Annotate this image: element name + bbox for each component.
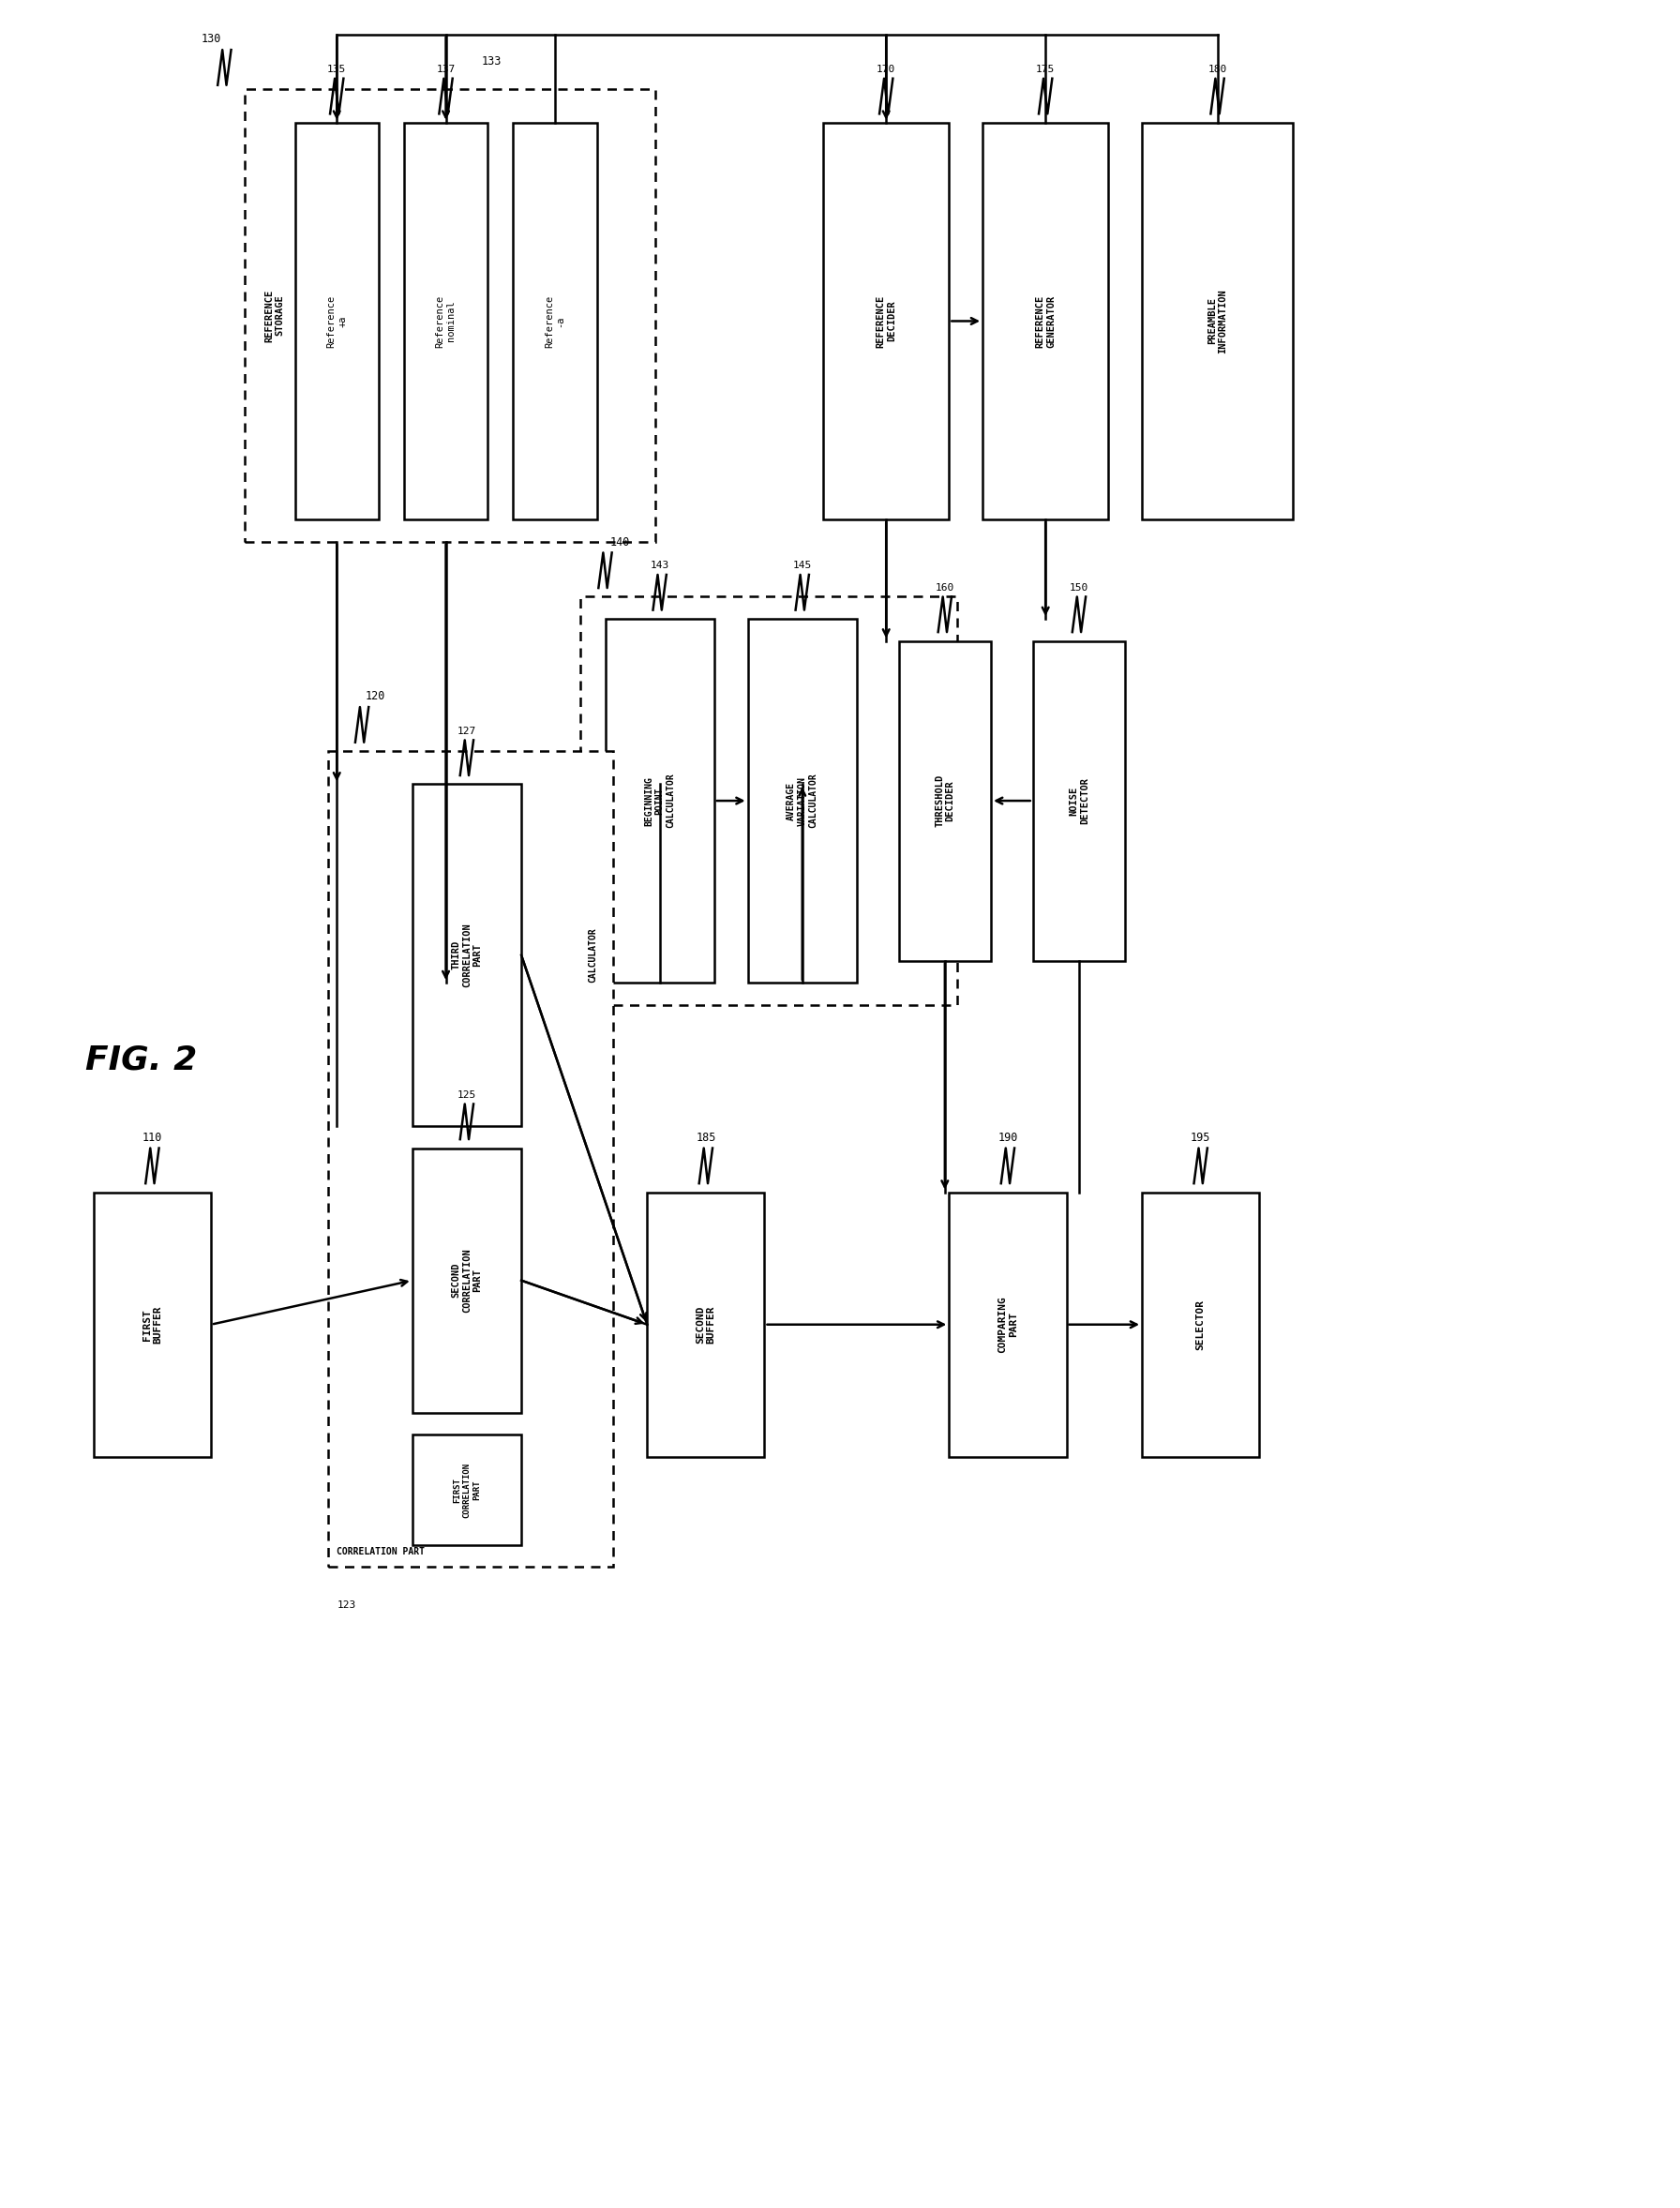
Text: 195: 195 (1191, 1130, 1211, 1144)
Bar (647, 1192, 764, 1457)
Text: 120: 120 (365, 691, 385, 702)
Text: 125: 125 (457, 1091, 475, 1100)
Bar (580, 596, 958, 1005)
Bar (748, 618, 857, 983)
Bar (296, 124, 378, 519)
Bar (1033, 640, 1126, 960)
Text: FIG. 2: FIG. 2 (86, 1044, 197, 1075)
Text: 143: 143 (650, 561, 669, 570)
Text: THIRD
CORRELATION
PART: THIRD CORRELATION PART (452, 923, 482, 987)
Bar (512, 124, 596, 519)
Text: 185: 185 (696, 1130, 716, 1144)
Text: CORRELATION PART: CORRELATION PART (336, 1548, 425, 1557)
Text: SECOND
BUFFER: SECOND BUFFER (696, 1305, 716, 1342)
Text: 190: 190 (998, 1130, 1018, 1144)
Text: REFERENCE
STORAGE: REFERENCE STORAGE (264, 289, 286, 342)
Bar (823, 124, 949, 519)
Text: 150: 150 (1070, 583, 1089, 592)
Text: 160: 160 (936, 583, 954, 592)
Text: REFERENCE
DECIDER: REFERENCE DECIDER (875, 294, 895, 347)
Text: 133: 133 (480, 55, 501, 68)
Text: 140: 140 (610, 537, 630, 548)
Text: 135: 135 (328, 64, 346, 75)
Text: COMPARING
PART: COMPARING PART (998, 1296, 1018, 1354)
Text: AVERAGE
VARIATION
CALCULATOR: AVERAGE VARIATION CALCULATOR (786, 773, 818, 828)
Bar (245, 91, 655, 541)
Bar (1142, 124, 1294, 519)
Text: 180: 180 (1208, 64, 1226, 75)
Text: 170: 170 (877, 64, 895, 75)
Text: 175: 175 (1037, 64, 1055, 75)
Text: Reference
nominal: Reference nominal (435, 294, 455, 347)
Bar (949, 1192, 1067, 1457)
Text: CALCULATOR: CALCULATOR (588, 927, 598, 983)
Text: 137: 137 (437, 64, 455, 75)
Text: FIRST
BUFFER: FIRST BUFFER (143, 1305, 163, 1342)
Bar (605, 618, 714, 983)
Bar (328, 751, 613, 1568)
Bar (899, 640, 991, 960)
Text: 145: 145 (793, 561, 811, 570)
Text: NOISE
DETECTOR: NOISE DETECTOR (1068, 777, 1089, 824)
Text: PREAMBLE
INFORMATION: PREAMBLE INFORMATION (1208, 289, 1228, 353)
Text: 123: 123 (336, 1601, 356, 1610)
Bar (94, 1192, 212, 1457)
Bar (403, 124, 487, 519)
Text: FIRST
CORRELATION
PART: FIRST CORRELATION PART (454, 1462, 480, 1517)
Bar (412, 1148, 521, 1413)
Text: BEGINNING
POINT
CALCULATOR: BEGINNING POINT CALCULATOR (643, 773, 675, 828)
Bar (983, 124, 1109, 519)
Text: 110: 110 (143, 1130, 163, 1144)
Text: REFERENCE
GENERATOR: REFERENCE GENERATOR (1035, 294, 1055, 347)
Text: Reference
+a: Reference +a (326, 294, 346, 347)
Text: 130: 130 (202, 33, 222, 46)
Bar (412, 784, 521, 1126)
Text: 127: 127 (457, 726, 475, 735)
Text: SECOND
CORRELATION
PART: SECOND CORRELATION PART (452, 1248, 482, 1314)
Text: THRESHOLD
DECIDER: THRESHOLD DECIDER (934, 775, 954, 828)
Bar (412, 1435, 521, 1546)
Text: SELECTOR: SELECTOR (1196, 1298, 1205, 1349)
Text: Reference
-a: Reference -a (544, 294, 564, 347)
Bar (1142, 1192, 1260, 1457)
